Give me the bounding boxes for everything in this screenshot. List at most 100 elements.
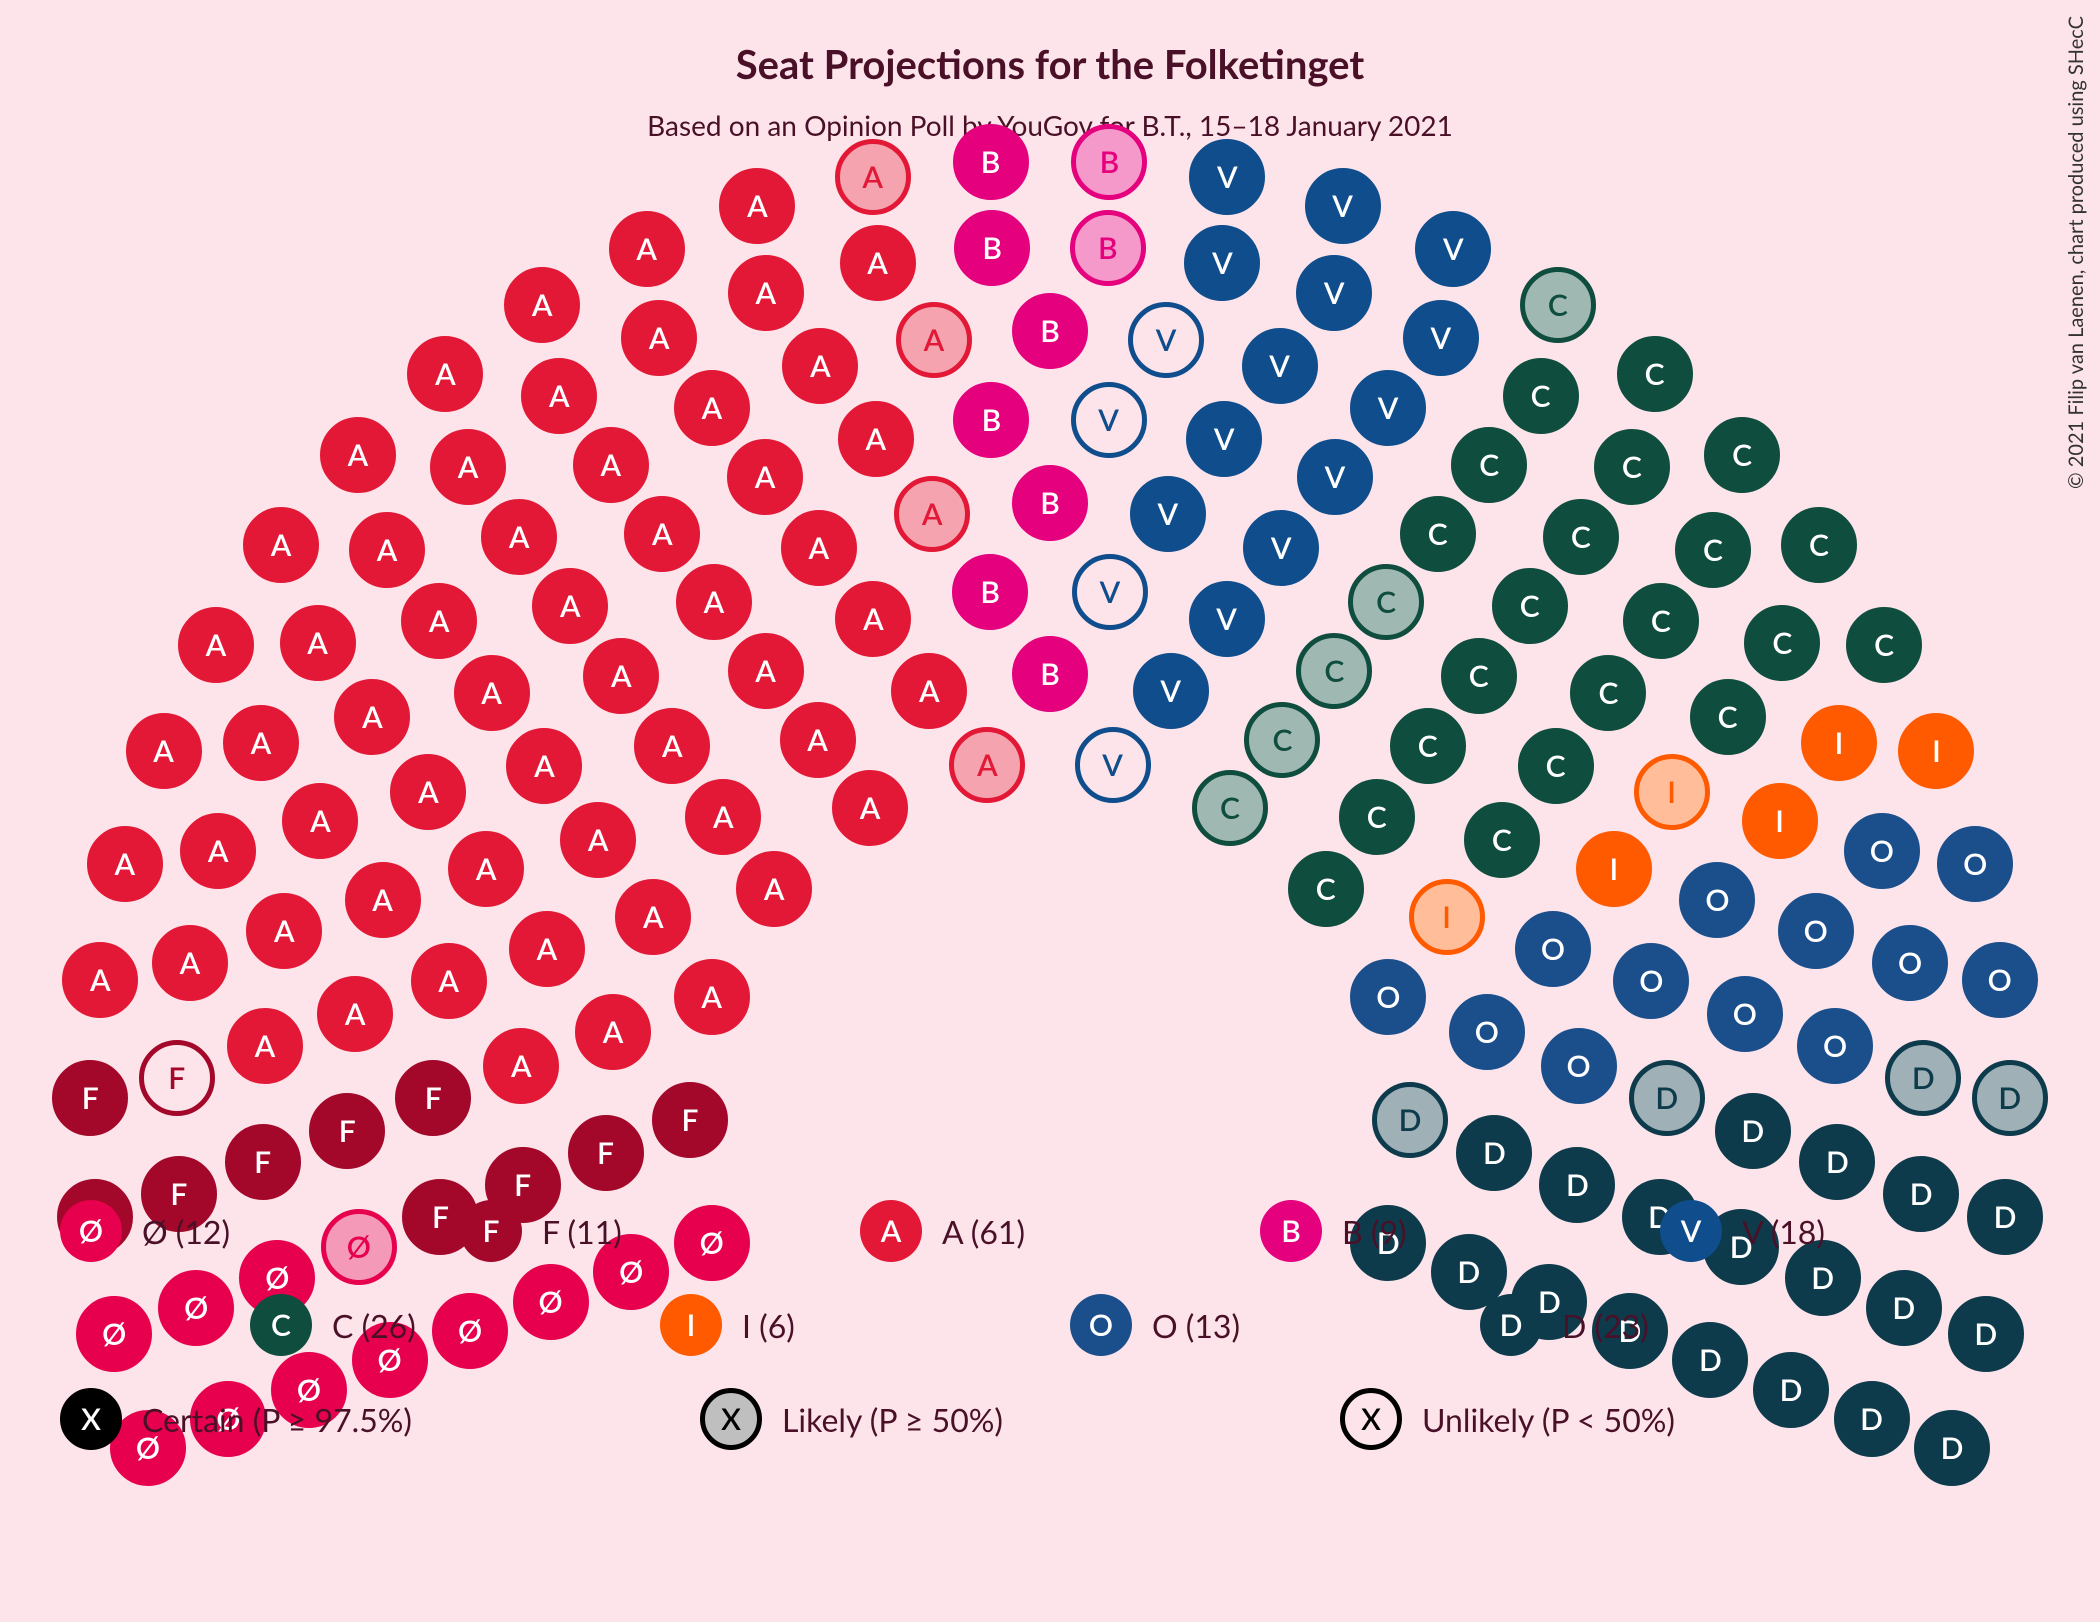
hemicycle-chart: ØØØØØØØØØØØØFFFFFFFFFFFAAAAAAAAAAAAAAAAA… bbox=[40, 160, 2060, 1160]
seat-A: A bbox=[583, 638, 659, 714]
seat-A: A bbox=[227, 1008, 303, 1084]
seat-B: B bbox=[1012, 293, 1088, 369]
seat-A: A bbox=[532, 568, 608, 644]
seat-V: V bbox=[1071, 382, 1147, 458]
legend-swatch-F: F bbox=[460, 1200, 522, 1262]
seat-A: A bbox=[246, 893, 322, 969]
seat-C: C bbox=[1623, 583, 1699, 659]
seat-V: V bbox=[1243, 510, 1319, 586]
seat-A: A bbox=[280, 605, 356, 681]
seat-O: O bbox=[1679, 862, 1755, 938]
seat-C: C bbox=[1400, 496, 1476, 572]
seat-A: A bbox=[835, 139, 911, 215]
seat-O: O bbox=[1613, 943, 1689, 1019]
seat-C: C bbox=[1492, 568, 1568, 644]
seat-A: A bbox=[481, 499, 557, 575]
seat-O: O bbox=[1449, 994, 1525, 1070]
seat-C: C bbox=[1520, 267, 1596, 343]
seat-I: I bbox=[1576, 831, 1652, 907]
legend-item-A: A A (61) bbox=[860, 1200, 1240, 1262]
seat-A: A bbox=[728, 255, 804, 331]
seat-C: C bbox=[1675, 512, 1751, 588]
legend-item-O: OO (13) bbox=[1070, 1294, 1460, 1356]
seat-V: V bbox=[1350, 370, 1426, 446]
legend-prob-certain: XCertain (P ≥ 97.5%) bbox=[60, 1388, 680, 1450]
seat-A: A bbox=[483, 1028, 559, 1104]
legend-swatch-B: B bbox=[1260, 1200, 1322, 1262]
seat-O: O bbox=[1937, 826, 2013, 902]
legend-label-O_slash: Ø (12) bbox=[142, 1212, 230, 1251]
seat-F: F bbox=[652, 1082, 728, 1158]
seat-A: A bbox=[719, 168, 795, 244]
seat-C: C bbox=[1441, 638, 1517, 714]
seat-V: V bbox=[1296, 255, 1372, 331]
seat-C: C bbox=[1390, 708, 1466, 784]
legend-label-D: D (23) bbox=[1562, 1306, 1649, 1345]
seat-C: C bbox=[1518, 728, 1594, 804]
legend: ØØ (12)FF (11)AA (61)BB (9)VV (18)CC (26… bbox=[60, 1200, 2060, 1482]
seat-O: O bbox=[1962, 942, 2038, 1018]
seat-O: O bbox=[1797, 1008, 1873, 1084]
seat-A: A bbox=[345, 862, 421, 938]
seat-A: A bbox=[575, 994, 651, 1070]
chart-page: { "title": "Seat Projections for the Fol… bbox=[0, 0, 2100, 1622]
seat-V: V bbox=[1133, 653, 1209, 729]
legend-swatch-I: I bbox=[660, 1294, 722, 1356]
legend-swatch-O: O bbox=[1070, 1294, 1132, 1356]
chart-title: Seat Projections for the Folketinget bbox=[0, 40, 2100, 88]
legend-prob-likely: XLikely (P ≥ 50%) bbox=[700, 1388, 1320, 1450]
seat-O: O bbox=[1707, 976, 1783, 1052]
seat-I: I bbox=[1898, 713, 1974, 789]
copyright-text: © 2021 Filip van Laenen, chart produced … bbox=[2064, 16, 2088, 489]
seat-C: C bbox=[1690, 679, 1766, 755]
seat-A: A bbox=[401, 583, 477, 659]
seat-A: A bbox=[782, 328, 858, 404]
seat-A: A bbox=[832, 770, 908, 846]
seat-A: A bbox=[152, 925, 228, 1001]
seat-C: C bbox=[1781, 507, 1857, 583]
legend-swatch-A: A bbox=[860, 1200, 922, 1262]
seat-A: A bbox=[126, 713, 202, 789]
legend-item-D: DD (23) bbox=[1480, 1294, 1870, 1356]
legend-prob-unlikely: XUnlikely (P < 50%) bbox=[1340, 1388, 1960, 1450]
seat-A: A bbox=[896, 302, 972, 378]
seat-C: C bbox=[1451, 427, 1527, 503]
seat-A: A bbox=[320, 417, 396, 493]
seat-F: F bbox=[52, 1060, 128, 1136]
chart-subtitle: Based on an Opinion Poll by YouGov for B… bbox=[0, 108, 2100, 142]
legend-label-I: I (6) bbox=[742, 1306, 795, 1345]
seat-A: A bbox=[780, 702, 856, 778]
seat-B: B bbox=[1012, 636, 1088, 712]
seat-C: C bbox=[1348, 564, 1424, 640]
seat-I: I bbox=[1634, 754, 1710, 830]
seat-D: D bbox=[1456, 1115, 1532, 1191]
seat-A: A bbox=[609, 211, 685, 287]
legend-prob-swatch-likely: X bbox=[700, 1388, 762, 1450]
seat-B: B bbox=[953, 124, 1029, 200]
seat-C: C bbox=[1464, 802, 1540, 878]
seat-A: A bbox=[894, 476, 970, 552]
seat-O: O bbox=[1515, 911, 1591, 987]
legend-prob-label-certain: Certain (P ≥ 97.5%) bbox=[142, 1400, 412, 1439]
seat-B: B bbox=[953, 382, 1029, 458]
seat-V: V bbox=[1415, 211, 1491, 287]
seat-D: D bbox=[1972, 1060, 2048, 1136]
seat-V: V bbox=[1242, 328, 1318, 404]
seat-A: A bbox=[624, 496, 700, 572]
seat-V: V bbox=[1075, 727, 1151, 803]
legend-label-V: V (18) bbox=[1742, 1212, 1825, 1251]
seat-A: A bbox=[727, 439, 803, 515]
seat-O: O bbox=[1872, 925, 1948, 1001]
seat-A: A bbox=[407, 336, 483, 412]
legend-label-A: A (61) bbox=[942, 1212, 1025, 1251]
legend-item-F: FF (11) bbox=[460, 1200, 840, 1262]
seat-B: B bbox=[1071, 124, 1147, 200]
seat-A: A bbox=[781, 510, 857, 586]
seat-A: A bbox=[454, 655, 530, 731]
seat-A: A bbox=[521, 358, 597, 434]
seat-I: I bbox=[1801, 705, 1877, 781]
seat-A: A bbox=[509, 911, 585, 987]
seat-A: A bbox=[223, 705, 299, 781]
seat-C: C bbox=[1244, 702, 1320, 778]
seat-B: B bbox=[1012, 465, 1088, 541]
